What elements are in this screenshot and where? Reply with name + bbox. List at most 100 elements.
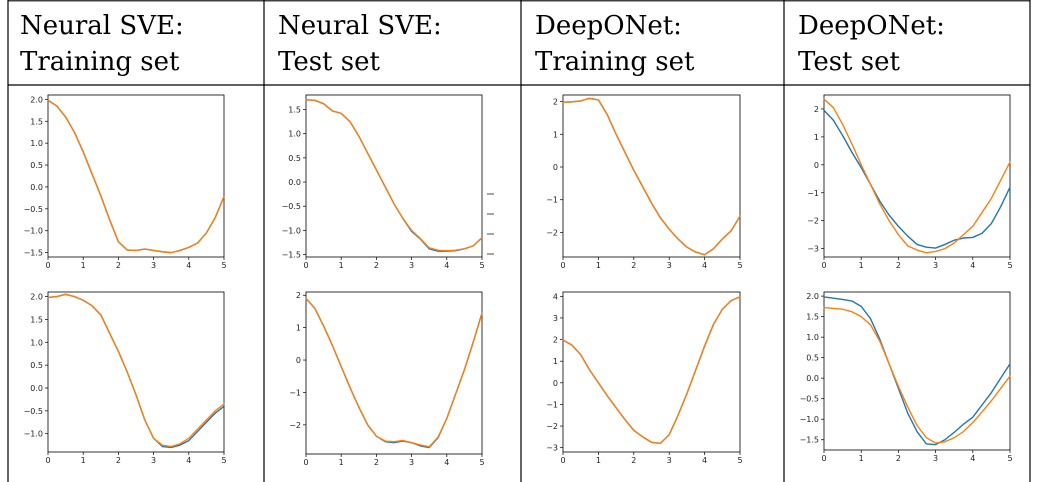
y-tick-label: 2.0	[30, 95, 43, 104]
x-tick-label: 3	[151, 456, 156, 465]
x-tick-label: 2	[896, 454, 901, 463]
x-tick-label: 3	[667, 456, 672, 465]
x-tick-label: 1	[339, 458, 344, 467]
y-tick-label: 0	[296, 356, 301, 365]
x-tick-label: 5	[221, 261, 226, 270]
y-tick-label: 1	[296, 324, 301, 333]
x-tick-label: 1	[859, 261, 864, 270]
plot-frame	[305, 291, 483, 455]
series-line-orange	[823, 98, 1011, 254]
y-tick-label: 0.5	[806, 354, 819, 363]
x-tick-label: 1	[339, 261, 344, 270]
x-tick-label: 5	[737, 456, 742, 465]
x-tick-label: 2	[631, 456, 636, 465]
y-tick-label: −3	[807, 245, 819, 254]
series-line-orange	[823, 306, 1011, 444]
x-tick-label: 2	[116, 261, 121, 270]
series-line-orange	[562, 296, 741, 445]
stray-legend-dashes	[487, 193, 494, 255]
y-tick-label: 1	[553, 357, 558, 366]
y-tick-label: −2	[807, 217, 819, 226]
x-tick-label: 5	[1007, 261, 1012, 270]
y-tick-label: 0.0	[288, 178, 301, 187]
table-rules	[7, 0, 1031, 482]
series-line-blue	[305, 99, 483, 252]
plot-frame	[47, 291, 225, 453]
y-tick-label: −1.5	[800, 436, 819, 445]
y-tick-label: 0	[814, 161, 819, 170]
header-line-2: Training set	[535, 47, 695, 77]
x-tick-label: 1	[81, 261, 86, 270]
x-tick-label: 2	[896, 261, 901, 270]
y-tick-label: −1	[546, 400, 558, 409]
y-tick-label: 2	[296, 291, 301, 300]
y-tick-label: −0.5	[24, 205, 43, 214]
plot-frame	[562, 94, 741, 258]
header-line-2: Training set	[20, 47, 180, 77]
plot-frame	[562, 291, 741, 453]
line-chart-panel-7: 0 1 2 3 4 5 4 3 2 1 0 −1 −2 −3	[546, 291, 743, 465]
series-line-blue	[562, 97, 741, 256]
y-tick-label: −3	[546, 444, 558, 453]
y-tick-label: 4	[553, 292, 558, 301]
y-tick-label: 2.0	[30, 293, 43, 302]
y-tick-label: 1.0	[288, 130, 301, 139]
x-tick-label: 4	[444, 261, 449, 270]
x-tick-label: 5	[1007, 454, 1012, 463]
x-tick-label: 0	[821, 261, 826, 270]
y-tick-label: −1.0	[24, 227, 43, 236]
line-chart-panel-6: 0 1 2 3 4 5 2 1 0 −1 −2	[289, 291, 484, 467]
y-tick-label: 2.0	[806, 292, 819, 301]
x-tick-label: 0	[560, 261, 565, 270]
series-line-blue	[823, 296, 1011, 446]
y-tick-label: 0	[553, 163, 558, 172]
x-tick-label: 2	[374, 458, 379, 467]
y-tick-label: 0.5	[288, 154, 301, 163]
y-tick-label: 2	[553, 336, 558, 345]
plot-frame	[47, 94, 225, 258]
y-tick-label: −0.5	[24, 407, 43, 416]
series-line-orange	[305, 99, 483, 252]
x-tick-label: 0	[45, 261, 50, 270]
x-tick-label: 2	[116, 456, 121, 465]
line-chart-panel-3: 0 1 2 3 4 5 2 1 0 −1 −2	[546, 94, 743, 270]
y-tick-label: −2	[289, 421, 301, 430]
y-tick-label: −1.0	[282, 226, 301, 235]
series-line-blue	[47, 99, 225, 254]
header-line-1: DeepONet:	[798, 11, 945, 41]
x-tick-label: 3	[667, 261, 672, 270]
column-header-4: DeepONet: Test set	[798, 11, 945, 77]
x-tick-label: 2	[374, 261, 379, 270]
y-tick-label: 0.5	[30, 161, 43, 170]
series-line-orange	[562, 97, 741, 256]
x-tick-label: 4	[702, 261, 707, 270]
x-tick-label: 0	[560, 456, 565, 465]
x-tick-label: 2	[631, 261, 636, 270]
x-tick-label: 4	[970, 261, 975, 270]
series-line-orange	[305, 297, 483, 448]
y-tick-label: 0.0	[30, 183, 43, 192]
series-line-orange	[47, 99, 225, 254]
x-tick-label: 3	[933, 454, 938, 463]
header-line-2: Test set	[798, 47, 900, 77]
y-tick-label: 1	[814, 133, 819, 142]
x-tick-label: 4	[444, 458, 449, 467]
series-line-blue	[823, 109, 1011, 249]
x-tick-label: 4	[702, 456, 707, 465]
y-tick-label: 1.5	[288, 106, 301, 115]
line-chart-panel-2: 0 1 2 3 4 5 1.5 1.0 0.5 0.0 −0.5 −1.0 −1.5	[282, 94, 485, 270]
series-line-orange	[47, 293, 225, 448]
line-chart-panel-8: 0 1 2 3 4 5 2.0 1.5 1.0 0.5 0.0 −0.5 −1.0 −1.5	[800, 291, 1013, 463]
x-tick-label: 5	[221, 456, 226, 465]
x-tick-label: 0	[821, 454, 826, 463]
plot-panels: 0 1 2 3 4 52.01.51.00.50.0−0.5−1.0−1.50 1 2 3 4 51…	[24, 94, 1013, 467]
plot-frame	[823, 94, 1011, 258]
y-tick-label: 0	[553, 379, 558, 388]
header-line-1: Neural SVE:	[20, 11, 184, 41]
x-tick-label: 1	[596, 261, 601, 270]
x-tick-label: 3	[409, 458, 414, 467]
y-tick-label: −1	[289, 388, 301, 397]
y-tick-label: 1.5	[30, 315, 43, 324]
plot-frame	[305, 94, 483, 258]
